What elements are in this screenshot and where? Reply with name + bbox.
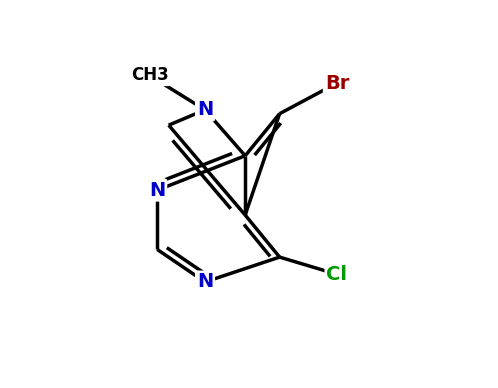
Text: N: N <box>149 181 165 200</box>
Text: Br: Br <box>325 74 349 93</box>
Text: Cl: Cl <box>327 265 348 284</box>
Text: CH3: CH3 <box>130 66 168 85</box>
Text: N: N <box>197 100 213 120</box>
Text: N: N <box>197 272 213 291</box>
